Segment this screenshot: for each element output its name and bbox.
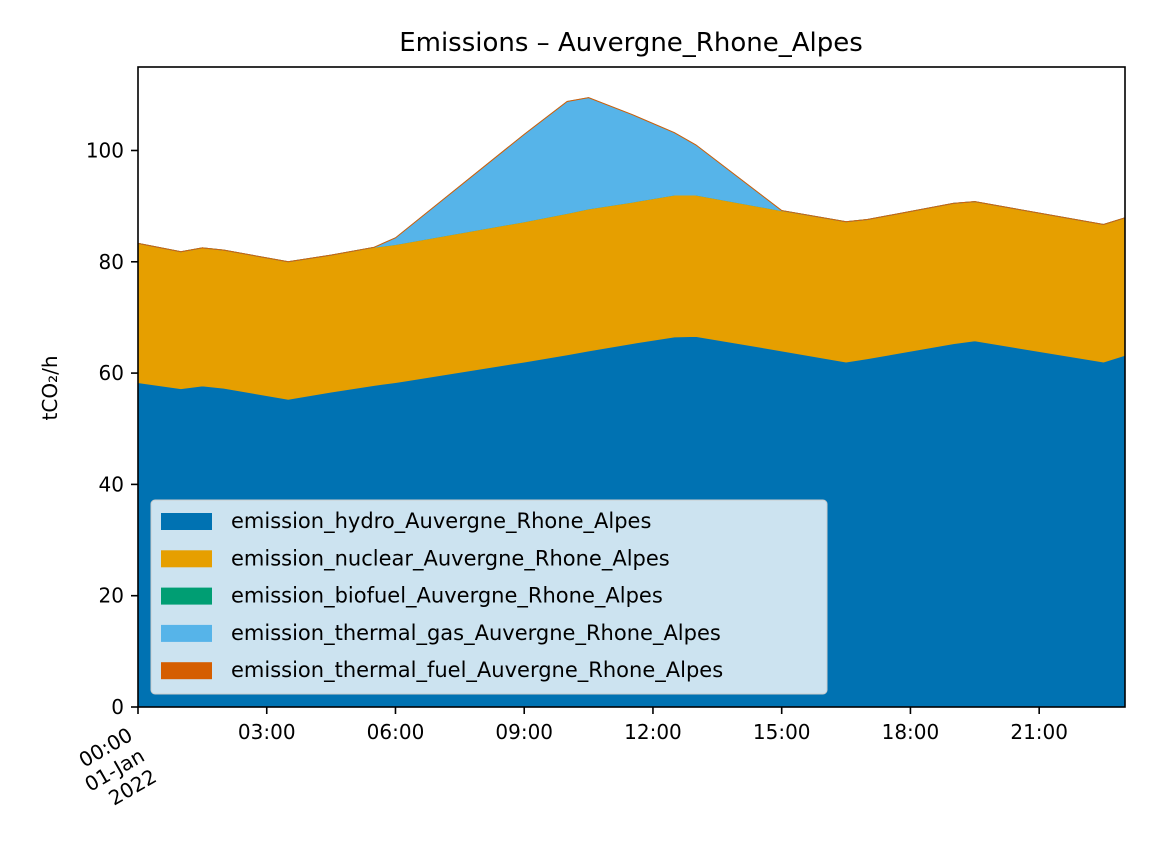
- legend-label: emission_thermal_fuel_Auvergne_Rhone_Alp…: [231, 658, 723, 683]
- x-tick-label: 15:00: [753, 720, 811, 744]
- y-tick-label: 100: [86, 138, 124, 162]
- plot-frame: [137, 66, 1126, 708]
- legend-label: emission_biofuel_Auvergne_Rhone_Alpes: [231, 584, 663, 609]
- legend-swatch: [161, 513, 212, 530]
- x-tick-label: 12:00: [624, 720, 682, 744]
- x-tick-label: 09:00: [495, 720, 553, 744]
- x-tick-label: 18:00: [882, 720, 940, 744]
- y-axis-label: tCO₂/h: [38, 356, 62, 421]
- y-tick-label: 40: [99, 472, 124, 496]
- legend-swatch: [161, 662, 212, 680]
- x-tick-label: 06:00: [367, 720, 425, 744]
- legend-swatch: [161, 587, 212, 605]
- y-tick-label: 20: [99, 584, 124, 608]
- legend-swatch: [161, 550, 212, 568]
- legend: emission_hydro_Auvergne_Rhone_Alpesemiss…: [150, 499, 828, 695]
- x-tick-label: 21:00: [1010, 720, 1068, 744]
- y-tick-label: 60: [99, 361, 124, 385]
- legend-label: emission_nuclear_Auvergne_Rhone_Alpes: [231, 546, 670, 571]
- legend-box: [150, 499, 828, 695]
- y-axis: 0 20 40 60 80 100: [86, 138, 138, 719]
- legend-swatch: [161, 624, 212, 642]
- x-tick-label: 03:00: [238, 720, 296, 744]
- chart-title: Emissions – Auvergne_Rhone_Alpes: [399, 28, 863, 58]
- legend-label: emission_thermal_gas_Auvergne_Rhone_Alpe…: [231, 621, 721, 646]
- legend-label: emission_hydro_Auvergne_Rhone_Alpes: [231, 509, 651, 534]
- y-tick-label: 0: [111, 695, 124, 719]
- y-tick-label: 80: [99, 250, 124, 274]
